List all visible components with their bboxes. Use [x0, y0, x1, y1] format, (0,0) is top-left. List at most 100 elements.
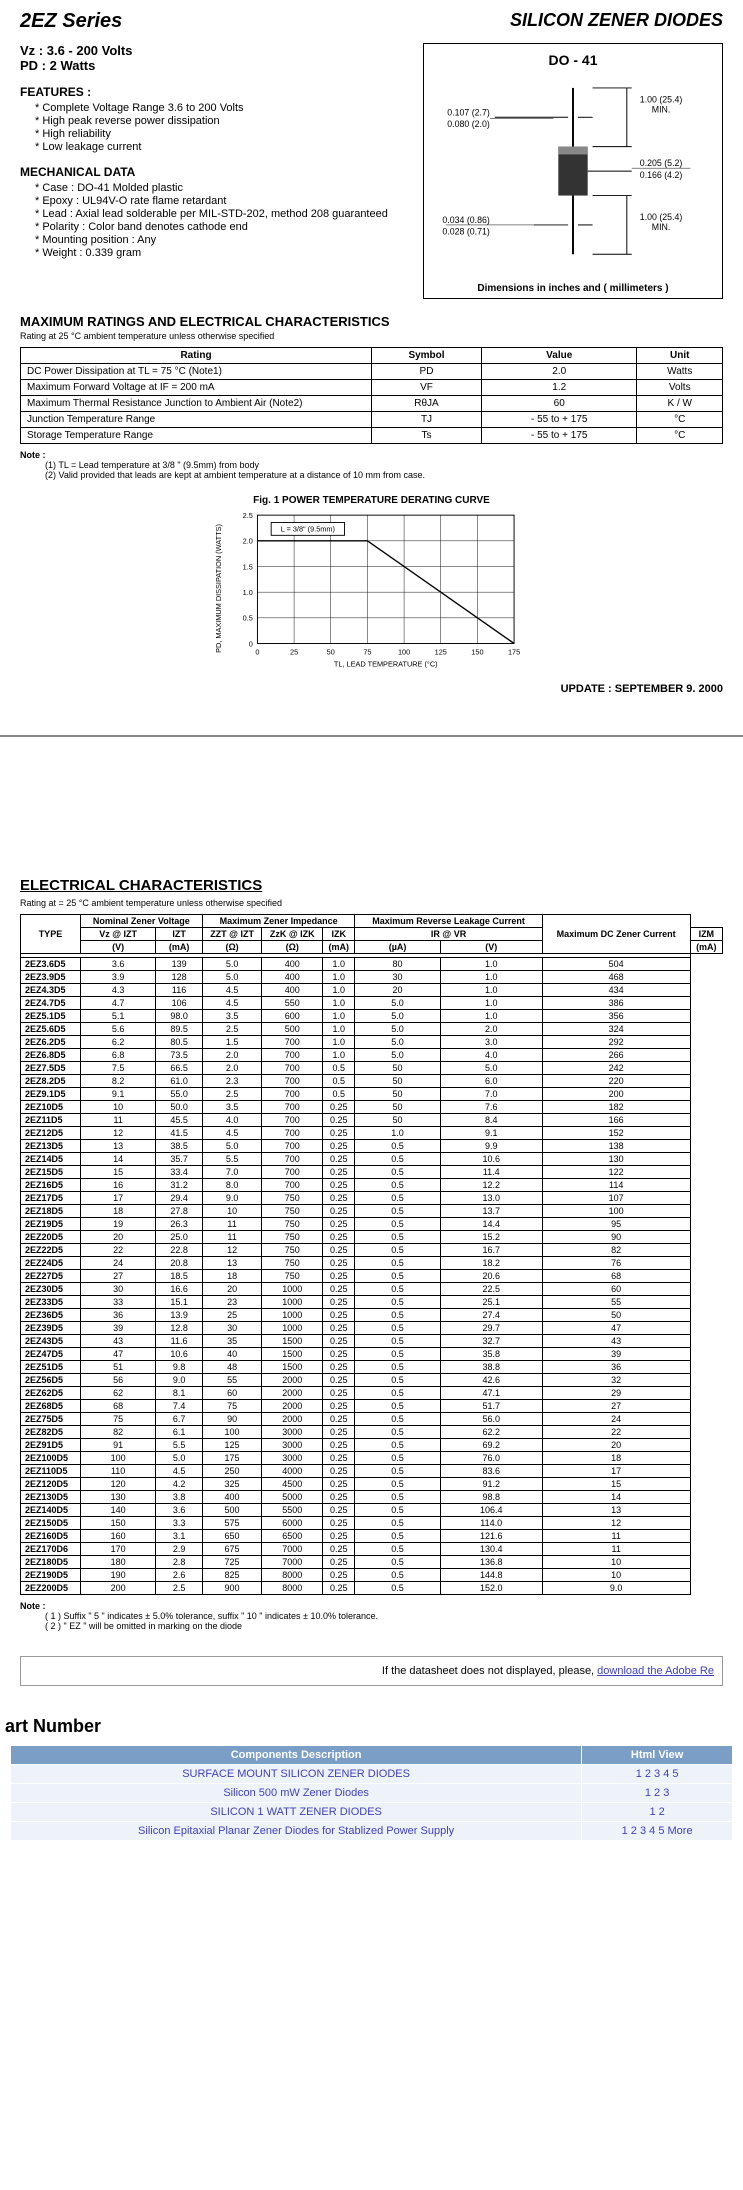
- svg-text:MIN.: MIN.: [652, 104, 671, 114]
- svg-text:1.00 (25.4): 1.00 (25.4): [640, 95, 683, 105]
- table-row: 2EZ14D51435.75.57000.250.510.6130: [21, 1153, 723, 1166]
- table-row: 2EZ120D51204.232545000.250.591.215: [21, 1478, 723, 1491]
- table-row: 2EZ47D54710.64015000.250.535.839: [21, 1348, 723, 1361]
- table-row: 2EZ62D5628.16020000.250.547.129: [21, 1387, 723, 1400]
- package-title: DO - 41: [436, 52, 710, 68]
- mechanical-item: Case : DO-41 Molded plastic: [35, 182, 403, 194]
- table-row: 2EZ200D52002.590080000.250.5152.09.0: [21, 1582, 723, 1595]
- table-row: 2EZ140D51403.650055000.250.5106.413: [21, 1504, 723, 1517]
- adobe-notice: If the datasheet does not displayed, ple…: [20, 1656, 723, 1686]
- table-row: 2EZ5.1D55.198.03.56001.05.01.0356: [21, 1010, 723, 1023]
- svg-text:0: 0: [255, 648, 259, 657]
- table-row: 2EZ56D5569.05520000.250.542.632: [21, 1374, 723, 1387]
- svg-text:1.5: 1.5: [242, 562, 252, 571]
- part-link[interactable]: SURFACE MOUNT SILICON ZENER DIODES: [182, 1768, 410, 1780]
- table-row: 2EZ24D52420.8137500.250.518.276: [21, 1257, 723, 1270]
- derating-chart: L = 3/8" (9.5mm) PD, MAXIMUM DISSIPATION…: [207, 506, 537, 671]
- package-svg: 0.107 (2.7) 0.080 (2.0) 1.00 (25.4) MIN.…: [436, 76, 710, 276]
- feature-item: High reliability: [35, 128, 403, 140]
- svg-text:0.028 (0.71): 0.028 (0.71): [442, 227, 490, 237]
- table-row: 2EZ91D5915.512530000.250.569.220: [21, 1439, 723, 1452]
- table-row: Silicon Epitaxial Planar Zener Diodes fo…: [11, 1822, 733, 1841]
- table-row: 2EZ170D61702.967570000.250.5130.411: [21, 1543, 723, 1556]
- package-diagram: DO - 41 0.107 (2.7) 0.080 (2.0) 1.00 (25…: [423, 43, 723, 299]
- mechanical-item: Epoxy : UL94V-O rate flame retardant: [35, 195, 403, 207]
- svg-text:1.0: 1.0: [242, 588, 252, 597]
- part-pages-link[interactable]: 1 2 3 4 5: [636, 1768, 679, 1780]
- table-row: 2EZ75D5756.79020000.250.556.024: [21, 1413, 723, 1426]
- mechanical-item: Polarity : Color band denotes cathode en…: [35, 221, 403, 233]
- mechanical-item: Lead : Axial lead solderable per MIL-STD…: [35, 208, 403, 220]
- table-row: 2EZ11D51145.54.07000.25508.4166: [21, 1114, 723, 1127]
- svg-text:0.205 (5.2): 0.205 (5.2): [640, 158, 683, 168]
- table-row: 2EZ4.3D54.31164.54001.0201.0434: [21, 984, 723, 997]
- pd-spec: PD : 2 Watts: [20, 58, 403, 73]
- svg-text:175: 175: [507, 648, 519, 657]
- features-heading: FEATURES :: [20, 85, 403, 99]
- table-row: 2EZ39D53912.83010000.250.529.747: [21, 1322, 723, 1335]
- table-row: 2EZ17D51729.49.07500.250.513.0107: [21, 1192, 723, 1205]
- table-row: Silicon 500 mW Zener Diodes 1 2 3: [11, 1784, 733, 1803]
- table-row: 2EZ51D5519.84815000.250.538.836: [21, 1361, 723, 1374]
- part-number-heading: art Number: [5, 1716, 733, 1737]
- table-row: 2EZ7.5D57.566.52.07000.5505.0242: [21, 1062, 723, 1075]
- table-row: 2EZ8.2D58.261.02.37000.5506.0220: [21, 1075, 723, 1088]
- ec-note-label: Note :: [20, 1601, 46, 1611]
- table-row: 2EZ36D53613.92510000.250.527.450: [21, 1309, 723, 1322]
- table-row: 2EZ180D51802.872570000.250.5136.810: [21, 1556, 723, 1569]
- feature-item: High peak reverse power dissipation: [35, 115, 403, 127]
- table-row: 2EZ9.1D59.155.02.57000.5507.0200: [21, 1088, 723, 1101]
- svg-text:0: 0: [248, 639, 252, 648]
- svg-text:25: 25: [290, 648, 298, 657]
- part-pages-link[interactable]: 1 2 3 4 5 More: [622, 1825, 693, 1837]
- table-row: 2EZ150D51503.357560000.250.5114.012: [21, 1517, 723, 1530]
- svg-text:75: 75: [363, 648, 371, 657]
- svg-text:L = 3/8" (9.5mm): L = 3/8" (9.5mm): [280, 525, 334, 534]
- table-row: 2EZ5.6D55.689.52.55001.05.02.0324: [21, 1023, 723, 1036]
- ratings-table: RatingSymbolValueUnit DC Power Dissipati…: [20, 347, 723, 444]
- feature-item: Complete Voltage Range 3.6 to 200 Volts: [35, 102, 403, 114]
- table-row: 2EZ12D51241.54.57000.251.09.1152: [21, 1127, 723, 1140]
- ec-table: TYPENominal Zener VoltageMaximum Zener I…: [20, 914, 723, 1595]
- mechanical-item: Weight : 0.339 gram: [35, 247, 403, 259]
- update-date: UPDATE : SEPTEMBER 9. 2000: [20, 683, 723, 695]
- product-title: SILICON ZENER DIODES: [510, 10, 723, 33]
- features-list: Complete Voltage Range 3.6 to 200 VoltsH…: [35, 102, 403, 153]
- chart-title: Fig. 1 POWER TEMPERATURE DERATING CURVE: [207, 495, 537, 506]
- part-pages-link[interactable]: 1 2 3: [645, 1787, 669, 1799]
- table-row: 2EZ10D51050.03.57000.25507.6182: [21, 1101, 723, 1114]
- part-link[interactable]: Silicon 500 mW Zener Diodes: [223, 1787, 369, 1799]
- svg-text:1.00 (25.4): 1.00 (25.4): [640, 212, 683, 222]
- part-pages-link[interactable]: 1 2: [649, 1806, 664, 1818]
- table-row: 2EZ82D5826.110030000.250.562.222: [21, 1426, 723, 1439]
- part-link[interactable]: Silicon Epitaxial Planar Zener Diodes fo…: [138, 1825, 454, 1837]
- ratings-note-label: Note :: [20, 450, 46, 460]
- table-row: 2EZ6.8D56.873.52.07001.05.04.0266: [21, 1049, 723, 1062]
- table-row: SURFACE MOUNT SILICON ZENER DIODES 1 2 3 …: [11, 1765, 733, 1784]
- table-row: 2EZ22D52222.8127500.250.516.782: [21, 1244, 723, 1257]
- table-row: 2EZ30D53016.62010000.250.522.560: [21, 1283, 723, 1296]
- part-link[interactable]: SILICON 1 WATT ZENER DIODES: [210, 1806, 382, 1818]
- table-row: 2EZ27D52718.5187500.250.520.668: [21, 1270, 723, 1283]
- table-row: 2EZ16D51631.28.07000.250.512.2114: [21, 1179, 723, 1192]
- ratings-heading: MAXIMUM RATINGS AND ELECTRICAL CHARACTER…: [20, 314, 723, 329]
- table-row: 2EZ3.6D53.61395.04001.0801.0504: [21, 958, 723, 971]
- table-row: 2EZ20D52025.0117500.250.515.290: [21, 1231, 723, 1244]
- table-row: SILICON 1 WATT ZENER DIODES 1 2: [11, 1803, 733, 1822]
- table-row: 2EZ6.2D56.280.51.57001.05.03.0292: [21, 1036, 723, 1049]
- ec-heading: ELECTRICAL CHARACTERISTICS: [20, 877, 723, 894]
- adobe-link[interactable]: download the Adobe Re: [597, 1665, 714, 1677]
- table-row: 2EZ18D51827.8107500.250.513.7100: [21, 1205, 723, 1218]
- table-row: 2EZ3.9D53.91285.04001.0301.0468: [21, 971, 723, 984]
- svg-text:0.034 (0.86): 0.034 (0.86): [442, 215, 490, 225]
- svg-text:0.166 (4.2): 0.166 (4.2): [640, 170, 683, 180]
- mechanical-list: Case : DO-41 Molded plasticEpoxy : UL94V…: [35, 182, 403, 259]
- svg-text:50: 50: [326, 648, 334, 657]
- svg-text:TL, LEAD TEMPERATURE (°C): TL, LEAD TEMPERATURE (°C): [333, 659, 437, 668]
- table-row: 2EZ15D51533.47.07000.250.511.4122: [21, 1166, 723, 1179]
- svg-text:PD, MAXIMUM DISSIPATION (WATTS: PD, MAXIMUM DISSIPATION (WATTS): [213, 524, 222, 653]
- table-row: 2EZ130D51303.840050000.250.598.814: [21, 1491, 723, 1504]
- table-row: 2EZ100D51005.017530000.250.576.018: [21, 1452, 723, 1465]
- table-row: 2EZ19D51926.3117500.250.514.495: [21, 1218, 723, 1231]
- table-row: 2EZ160D51603.165065000.250.5121.611: [21, 1530, 723, 1543]
